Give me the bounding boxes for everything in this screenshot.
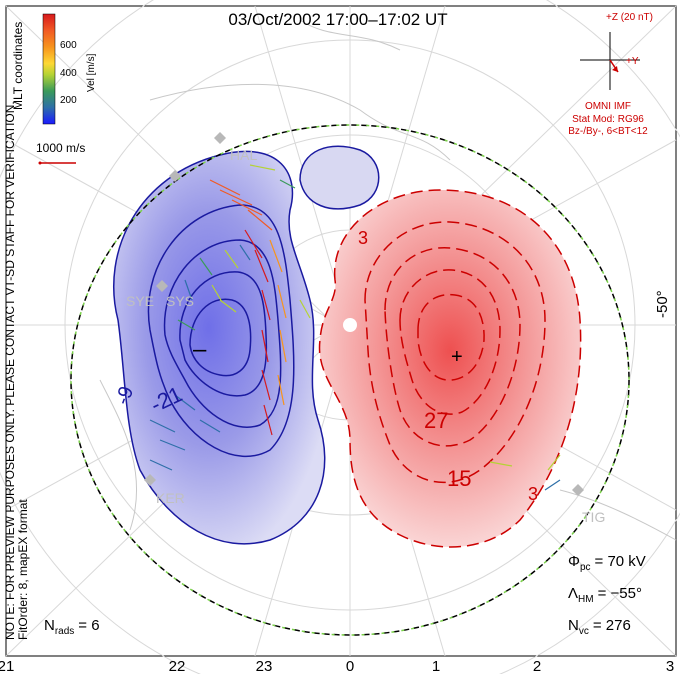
coastlines (99, 19, 677, 541)
scale-vector-label: 1000 m/s (36, 141, 85, 155)
mlt-tick-23: 23 (256, 658, 273, 674)
contour-label-pos-15: 15 (447, 466, 471, 491)
mlt-axis: 21 22 23 0 1 2 3 (0, 658, 674, 674)
stat-lambda-hm: ΛHM = −55° (568, 585, 642, 605)
velocity-colorbar (42, 13, 56, 125)
mlt-tick-21: 21 (0, 658, 14, 674)
mlt-coordinates-label: MLT coordinates (11, 22, 25, 110)
mlt-tick-3: 3 (666, 658, 674, 674)
map-title: 03/Oct/2002 17:00–17:02 UT (228, 10, 447, 29)
imf-z-label: +Z (20 nT) (606, 12, 653, 23)
station-label-hal: HAL (230, 147, 257, 163)
heppner-maynard-boundary-green (70, 124, 630, 636)
latitude-label: -50° (654, 290, 671, 318)
pole-marker (343, 318, 357, 332)
colorbar-tick-600: 600 (60, 40, 77, 51)
mlt-tick-0: 0 (346, 658, 354, 674)
colorbar-tick-200: 200 (60, 95, 77, 106)
stat-phi-pc: Φpc = 70 kV (568, 553, 646, 573)
plot-frame (5, 5, 677, 657)
velocity-vectors (149, 164, 561, 491)
potential-min-marker: – (193, 336, 207, 363)
positive-potential-cell (318, 189, 582, 548)
imf-model: Stat Mod: RG96 (572, 114, 644, 125)
mlt-tick-1: 1 (432, 658, 440, 674)
imf-dial (580, 32, 640, 90)
imf-source: OMNI IMF (585, 101, 631, 112)
station-label-ker: KER (156, 490, 185, 506)
potential-max-marker: + (451, 346, 463, 368)
contour-label-pos-3a: 3 (358, 228, 368, 248)
stat-n-rads: Nrads = 6 (44, 617, 100, 637)
mlt-tick-2: 2 (533, 658, 541, 674)
station-markers (144, 132, 584, 496)
contour-label-pos-3b: 3 (528, 484, 538, 504)
scale-vector-origin (38, 161, 42, 165)
fit-order: FitOrder: 8, mapEX format (16, 499, 30, 640)
mlt-tick-22: 22 (169, 658, 186, 674)
imf-y-label: +Y (626, 56, 639, 67)
negative-potential-cell (113, 145, 380, 545)
contour-label-pos-27: 27 (424, 408, 448, 433)
preview-notice: NOTE: FOR PREVIEW PURPOSES ONLY. PLEASE … (3, 101, 17, 640)
stat-n-vc: Nvc = 276 (568, 617, 631, 637)
station-label-sys: SYS (166, 293, 194, 309)
station-label-sye: SYE (126, 293, 154, 309)
colorbar-tick-400: 400 (60, 68, 77, 79)
colorbar-label: Vel [m/s] (86, 53, 97, 92)
station-label-tig: TIG (582, 509, 605, 525)
imf-condition: Bz-/By-, 6<BT<12 (568, 126, 648, 137)
